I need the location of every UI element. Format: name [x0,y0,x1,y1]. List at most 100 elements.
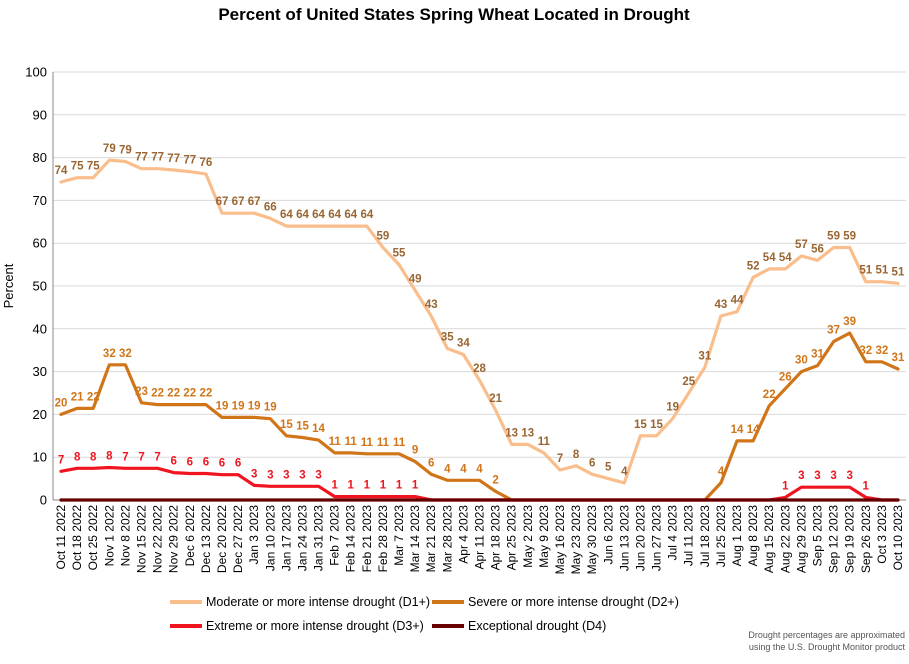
x-tick-label: Nov 15 2022 [135,505,149,573]
x-tick-label: Jun 20 2023 [633,505,647,571]
data-label: 15 [650,419,663,431]
x-tick-label: Sep 19 2023 [843,505,857,573]
y-tick-label: 50 [33,279,47,294]
data-label: 3 [830,470,836,482]
x-tick-label: Apr 11 2023 [473,505,487,570]
data-label: 4 [621,466,628,478]
data-label: 9 [412,444,418,456]
legend-label-3: Extreme or more intense drought (D3+) [206,619,424,633]
y-tick-label: 80 [33,150,47,165]
data-label: 77 [151,152,164,164]
data-label: 14 [747,424,760,436]
data-label: 59 [377,230,390,242]
data-label: 31 [698,350,711,362]
x-tick-label: Jun 13 2023 [617,505,631,571]
data-label: 51 [859,265,872,277]
x-tick-label: Apr 18 2023 [489,505,503,571]
data-label: 15 [634,419,647,431]
data-label: 51 [892,266,905,278]
data-label: 1 [412,480,419,492]
data-label: 8 [106,450,113,462]
data-label: 32 [119,348,132,360]
data-label: 22 [763,389,776,401]
x-axis-ticks: Oct 11 2022 Oct 18 2022 Oct 25 2022 Nov 1 2… [54,505,905,575]
x-tick-label: Dec 6 2022 [183,505,197,567]
x-tick-label: Oct 11 2022 [54,505,68,570]
data-label: 11 [393,437,406,449]
data-label: 64 [280,209,293,221]
x-tick-label: Jan 3 2023 [247,505,261,565]
y-tick-label: 90 [33,107,47,122]
data-label: 21 [489,393,502,405]
x-tick-label: May 2 2023 [521,505,535,568]
source-note-line-1: Drought percentages are approximated [748,630,905,640]
x-tick-label: Feb 14 2023 [344,505,358,573]
data-label: 19 [216,400,229,412]
x-tick-label: Jun 6 2023 [601,505,615,565]
data-label: 2 [492,474,498,486]
data-label: 39 [843,316,856,328]
x-tick-label: Feb 28 2023 [376,505,390,573]
data-label: 3 [267,469,273,481]
data-label: 1 [380,480,387,492]
data-label: 1 [782,480,789,492]
data-label: 59 [843,230,856,242]
data-label: 1 [863,480,870,492]
data-label: 6 [589,457,595,469]
data-label: 44 [731,295,744,307]
data-label: 20 [55,397,68,409]
x-tick-label: Aug 29 2023 [794,505,808,573]
x-tick-label: Nov 29 2022 [167,505,181,573]
data-label: 22 [87,391,100,403]
data-label: 56 [811,243,824,255]
source-note-line-2: using the U.S. Drought Monitor product [749,642,906,652]
data-label: 77 [135,152,148,164]
data-label: 67 [248,196,261,208]
x-tick-label: Mar 28 2023 [440,505,454,573]
data-label: 64 [296,209,309,221]
data-label: 26 [779,372,792,384]
data-label: 67 [216,196,229,208]
data-label: 19 [264,402,277,414]
x-tick-label: Dec 20 2022 [215,505,229,573]
legend: Moderate or more intense drought (D1+) Se… [170,595,679,633]
data-label: 1 [364,480,371,492]
x-tick-label: Mar 7 2023 [392,505,406,566]
data-label: 43 [715,299,728,311]
data-label: 64 [328,209,341,221]
x-tick-label: Sep 5 2023 [810,505,824,567]
data-label: 4 [476,463,483,475]
x-tick-label: May 23 2023 [569,505,583,575]
x-tick-label: Jan 17 2023 [279,505,293,571]
y-axis-label: Percent [1,263,16,308]
data-label: 11 [361,437,374,449]
data-label: 3 [251,468,257,480]
x-tick-label: Oct 10 2023 [891,505,905,571]
x-tick-label: Nov 22 2022 [151,505,165,573]
data-label: 22 [167,388,180,400]
x-tick-label: Jul 4 2023 [666,505,680,561]
x-tick-label: Feb 7 2023 [328,505,342,566]
data-label: 54 [763,252,776,264]
x-tick-label: Feb 21 2023 [360,505,374,573]
legend-label-2: Severe or more intense drought (D2+) [468,595,679,609]
data-label: 14 [731,424,744,436]
data-label: 22 [151,388,164,400]
x-tick-label: Nov 1 2022 [102,505,116,567]
x-tick-label: Dec 27 2022 [231,505,245,573]
x-tick-label: Aug 8 2023 [746,505,760,567]
data-label: 6 [235,458,241,470]
x-tick-label: Nov 8 2022 [118,505,132,567]
x-tick-label: Aug 1 2023 [730,505,744,567]
data-label: 13 [505,427,518,439]
data-label: 7 [154,451,160,463]
y-tick-label: 20 [33,407,47,422]
data-label: 1 [396,480,403,492]
data-label: 7 [138,451,144,463]
data-label: 32 [875,345,888,357]
data-label: 51 [875,265,888,277]
data-label: 32 [859,345,872,357]
series-line-2 [59,331,900,502]
